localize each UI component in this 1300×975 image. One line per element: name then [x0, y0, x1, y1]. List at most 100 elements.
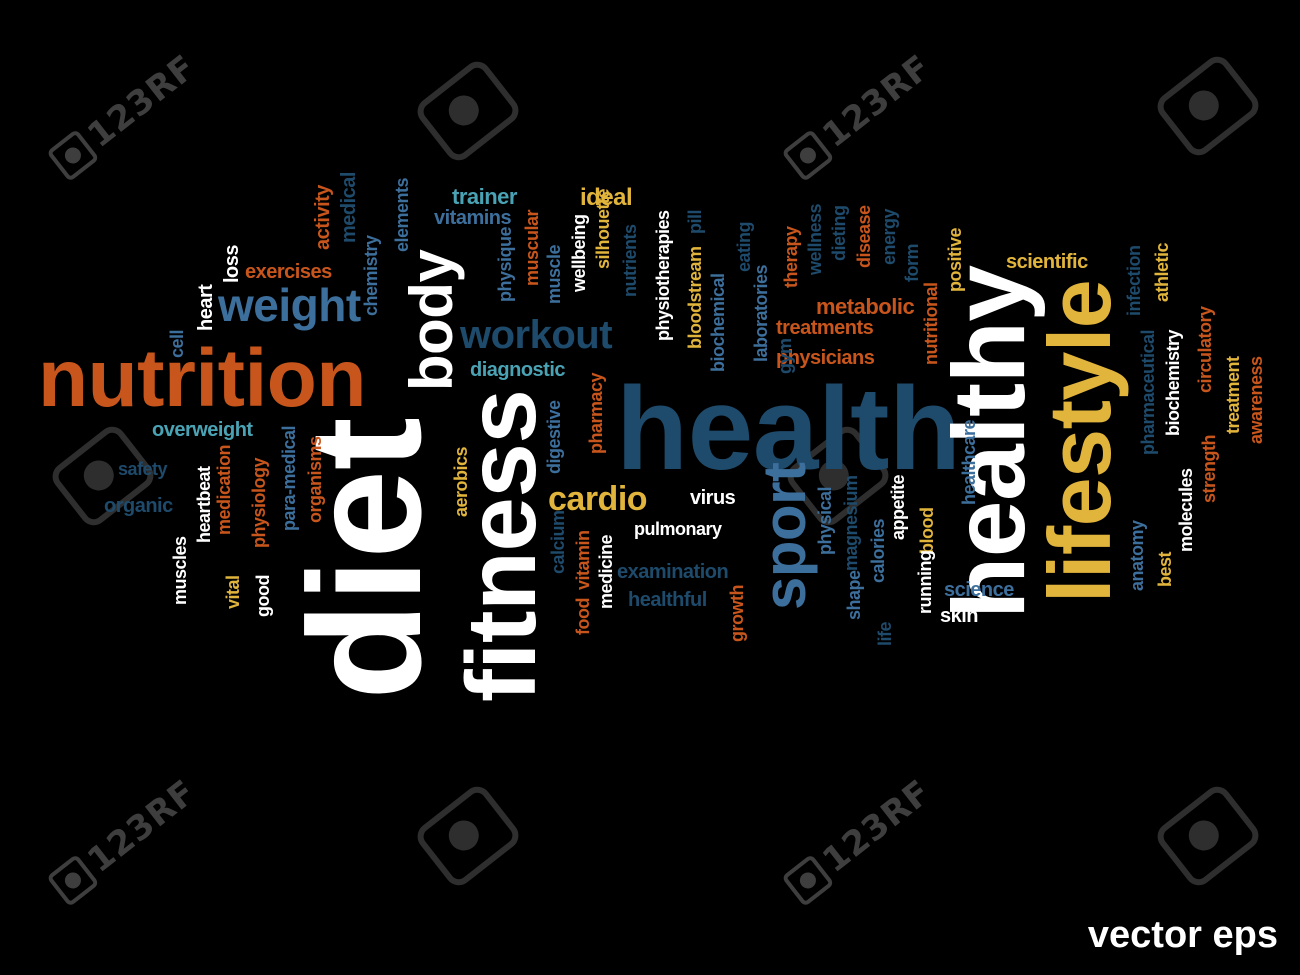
word-silhouette: silhouette: [593, 188, 613, 269]
word-wellbeing: wellbeing: [569, 214, 589, 292]
word-exercises: exercises: [245, 261, 332, 283]
word-ideal: ideal: [580, 184, 633, 211]
word-bloodstream: bloodstream: [685, 246, 705, 349]
word-therapy: therapy: [781, 226, 801, 288]
word-healthful: healthful: [628, 589, 707, 611]
word-athletic: athletic: [1152, 242, 1172, 302]
word-healthy: healthy: [932, 265, 1046, 619]
word-fitness: fitness: [446, 389, 556, 702]
word-heart: heart: [195, 284, 217, 331]
word-digestive: digestive: [544, 400, 564, 474]
word-chemistry: chemistry: [361, 235, 381, 316]
word-best: best: [1155, 551, 1175, 587]
word-muscle: muscle: [544, 244, 564, 304]
word-food: food: [573, 598, 593, 635]
word-scientific: scientific: [1006, 251, 1088, 273]
word-skin: skin: [940, 605, 979, 627]
word-magnesium: magnesium: [841, 475, 861, 571]
word-biochemistry: biochemistry: [1163, 329, 1183, 436]
word-organic: organic: [104, 495, 173, 517]
word-laboratories: laboratories: [751, 264, 771, 362]
word-health: health: [616, 363, 961, 495]
watermark-123rf: 123RF: [781, 47, 939, 183]
word-aerobics: aerobics: [451, 446, 471, 517]
word-trainer: trainer: [452, 184, 517, 209]
word-diagnostic: diagnostic: [470, 359, 566, 381]
word-gym: gym: [775, 338, 795, 374]
word-vital: vital: [223, 575, 243, 609]
watermark-123rf: 123RF: [781, 772, 939, 908]
word-healthcare: healthcare: [959, 419, 979, 505]
word-blood: blood: [917, 507, 937, 554]
word-sport: sport: [751, 462, 818, 611]
word-muscles: muscles: [170, 536, 190, 605]
word-calcium: calcium: [548, 510, 568, 574]
word-calories: calories: [868, 518, 888, 583]
word-awareness: awareness: [1246, 356, 1266, 444]
word-safety: safety: [118, 459, 168, 479]
word-biochemical: biochemical: [708, 273, 728, 372]
word-vitamins: vitamins: [434, 207, 512, 229]
word-infection: infection: [1124, 245, 1144, 317]
word-loss: loss: [221, 244, 243, 283]
word-dieting: dieting: [829, 205, 849, 262]
word-physicians: physicians: [776, 347, 875, 369]
word-treatments: treatments: [776, 317, 874, 339]
watermark-camera-icon: [411, 781, 525, 891]
word-body: body: [398, 249, 465, 391]
watermark-123rf: 123RF: [46, 47, 204, 183]
watermark-camera-icon: [411, 56, 525, 166]
word-nutrients: nutrients: [620, 224, 640, 297]
word-running: running: [915, 550, 935, 614]
word-activity: activity: [312, 185, 334, 250]
word-appetite: appetite: [888, 474, 908, 540]
word-pharmacy: pharmacy: [586, 372, 606, 454]
word-medicine: medicine: [596, 534, 616, 609]
word-virus: virus: [690, 487, 736, 509]
word-medication: medication: [214, 444, 234, 535]
word-disease: disease: [854, 205, 874, 268]
word-nutrition: nutrition: [38, 333, 366, 424]
word-wellness: wellness: [805, 203, 825, 275]
word-circulatory: circulatory: [1195, 306, 1215, 393]
word-pulmonary: pulmonary: [634, 519, 722, 539]
word-heartbeat: heartbeat: [194, 466, 214, 543]
word-examination: examination: [617, 561, 729, 583]
watermark-camera-icon: [1151, 781, 1265, 891]
word-pill: pill: [685, 210, 705, 234]
word-cardio: cardio: [548, 480, 648, 518]
word-weight: weight: [218, 279, 361, 331]
word-physical: physical: [815, 486, 835, 555]
word-growth: growth: [727, 585, 747, 642]
word-physique: physique: [495, 226, 515, 302]
word-physiotherapies: physiotherapies: [653, 210, 673, 341]
word-cell: cell: [167, 329, 187, 358]
word-elements: elements: [392, 177, 412, 252]
word-workout: workout: [460, 313, 613, 357]
word-form: form: [902, 244, 922, 282]
word-muscular: muscular: [522, 209, 542, 286]
word-overweight: overweight: [152, 419, 253, 441]
word-organisms: organisms: [305, 436, 325, 523]
word-treatment: treatment: [1223, 356, 1243, 434]
word-medical: medical: [338, 172, 360, 243]
word-physiology: physiology: [249, 457, 269, 548]
word-lifestyle: lifestyle: [1030, 279, 1129, 603]
word-anatomy: anatomy: [1127, 520, 1147, 591]
word-strength: strength: [1199, 435, 1219, 503]
word-good: good: [253, 575, 273, 617]
watermark-123rf: 123RF: [46, 772, 204, 908]
word-vitamin: vitamin: [573, 530, 593, 590]
word-shape: shape: [844, 570, 864, 620]
word-para-medical: para-medical: [279, 425, 299, 531]
word-pharmaceutical: pharmaceutical: [1138, 329, 1158, 455]
word-energy: energy: [879, 208, 899, 265]
watermark-camera-icon: [1151, 51, 1265, 161]
word-life: life: [875, 621, 895, 646]
word-molecules: molecules: [1176, 468, 1196, 552]
word-metabolic: metabolic: [816, 294, 915, 319]
word-science: science: [944, 579, 1014, 601]
word-nutritional: nutritional: [921, 282, 941, 366]
word-positive: positive: [945, 227, 965, 292]
